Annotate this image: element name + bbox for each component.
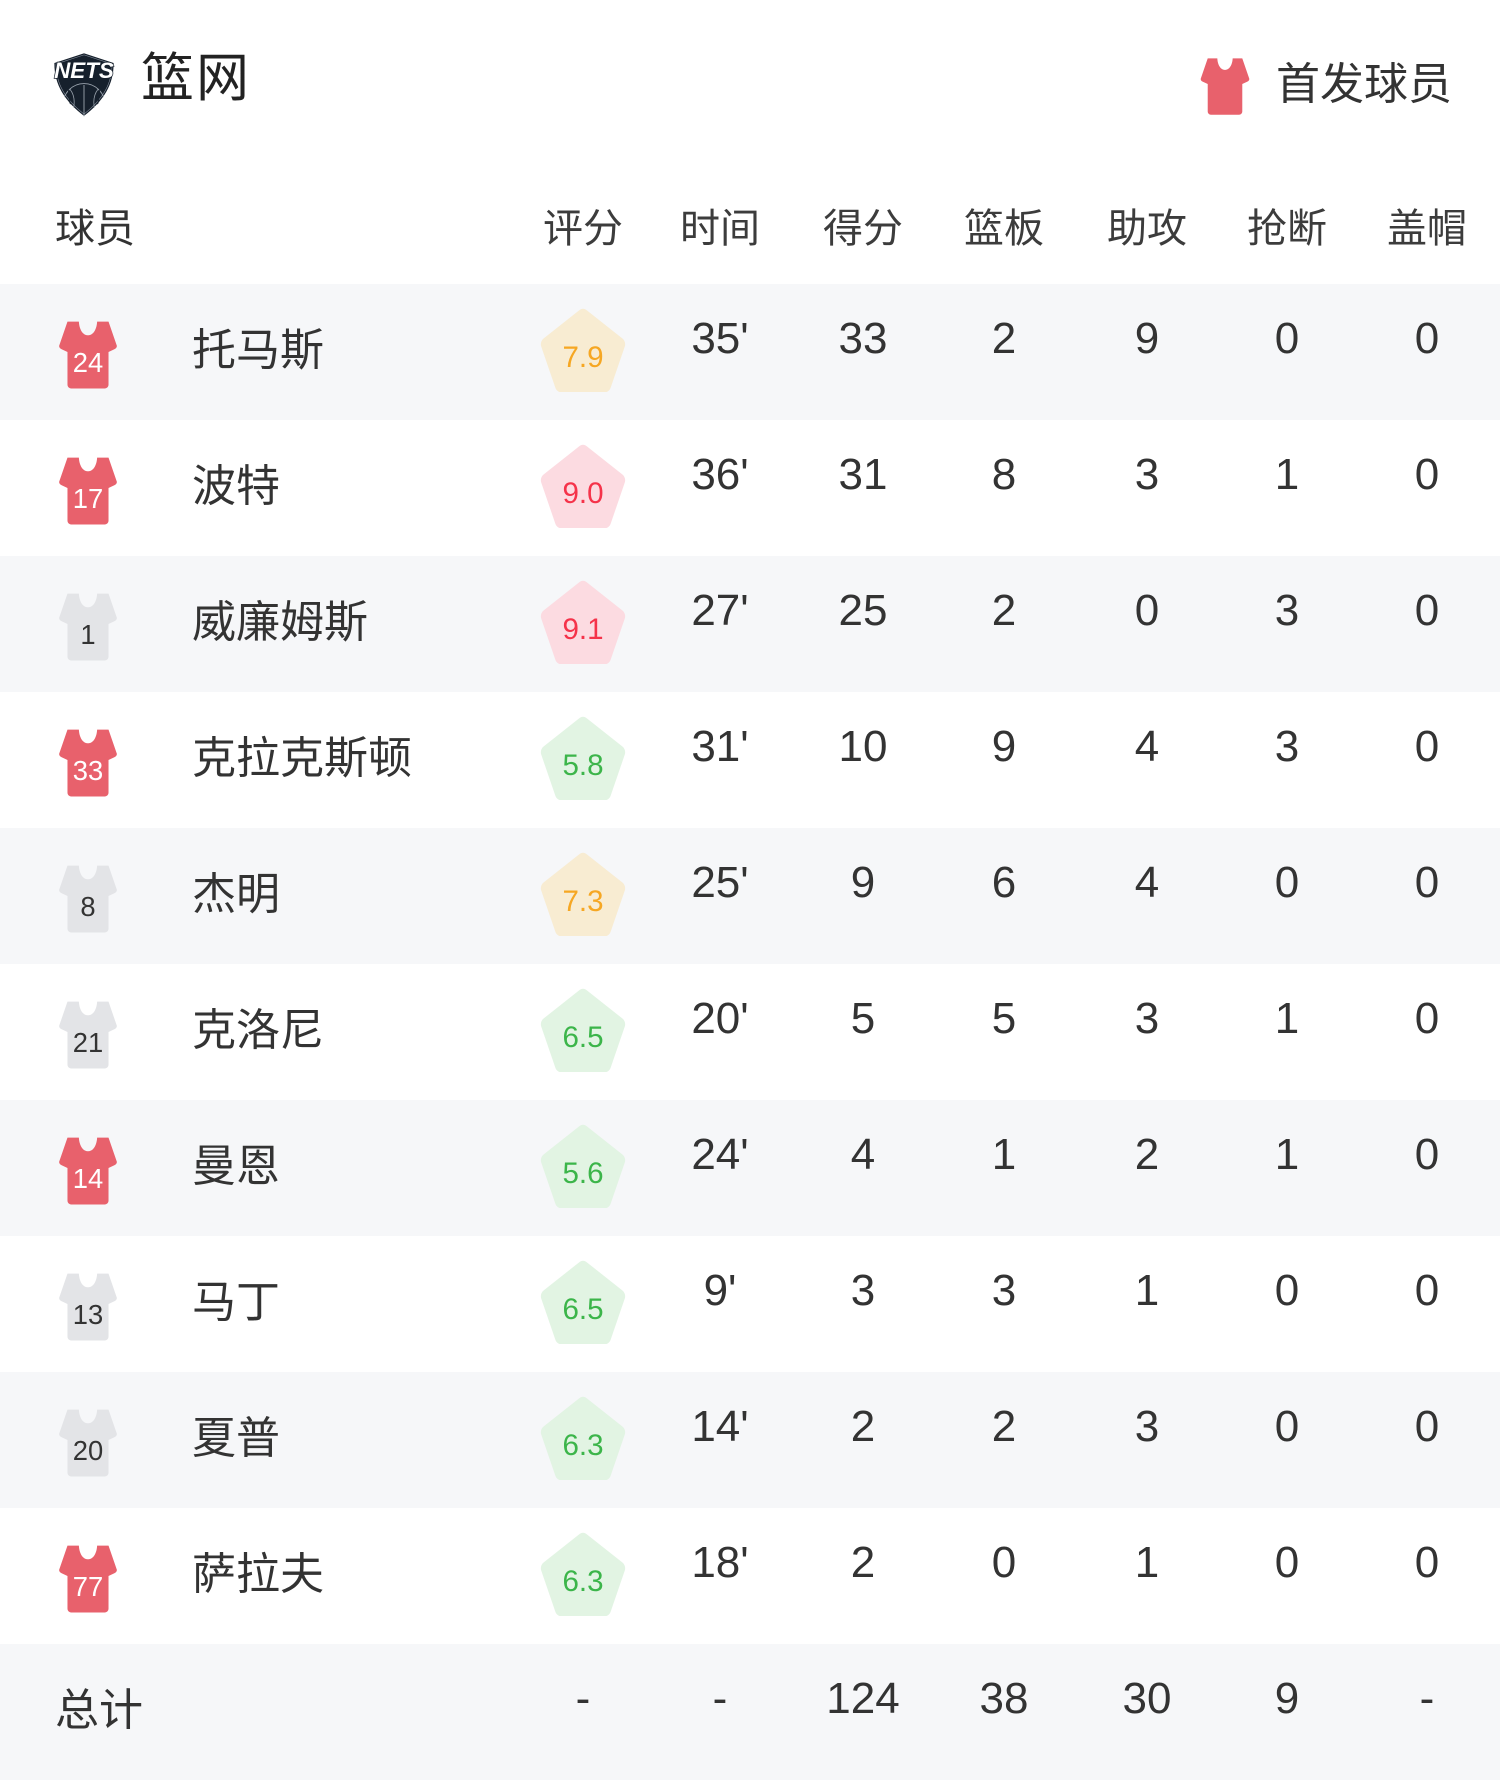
svg-text:33: 33 bbox=[73, 755, 103, 786]
svg-text:1: 1 bbox=[80, 619, 95, 650]
svg-text:5.8: 5.8 bbox=[562, 749, 603, 782]
svg-text:6.5: 6.5 bbox=[562, 1021, 603, 1054]
svg-text:5.6: 5.6 bbox=[562, 1157, 603, 1190]
svg-text:13: 13 bbox=[73, 1299, 103, 1330]
svg-text:6.3: 6.3 bbox=[562, 1565, 603, 1598]
svg-text:6.5: 6.5 bbox=[562, 1293, 603, 1326]
svg-text:6.3: 6.3 bbox=[562, 1429, 603, 1462]
svg-text:21: 21 bbox=[73, 1027, 103, 1058]
svg-text:9.0: 9.0 bbox=[562, 477, 603, 510]
svg-text:77: 77 bbox=[73, 1571, 103, 1602]
svg-text:9.1: 9.1 bbox=[562, 613, 603, 646]
svg-text:20: 20 bbox=[73, 1435, 103, 1466]
svg-text:8: 8 bbox=[80, 891, 95, 922]
svg-text:17: 17 bbox=[73, 483, 103, 514]
svg-text:7.9: 7.9 bbox=[562, 341, 603, 374]
svg-text:14: 14 bbox=[73, 1163, 103, 1194]
svg-text:NETS: NETS bbox=[54, 58, 114, 83]
svg-text:7.3: 7.3 bbox=[562, 885, 603, 918]
svg-text:24: 24 bbox=[73, 347, 103, 378]
